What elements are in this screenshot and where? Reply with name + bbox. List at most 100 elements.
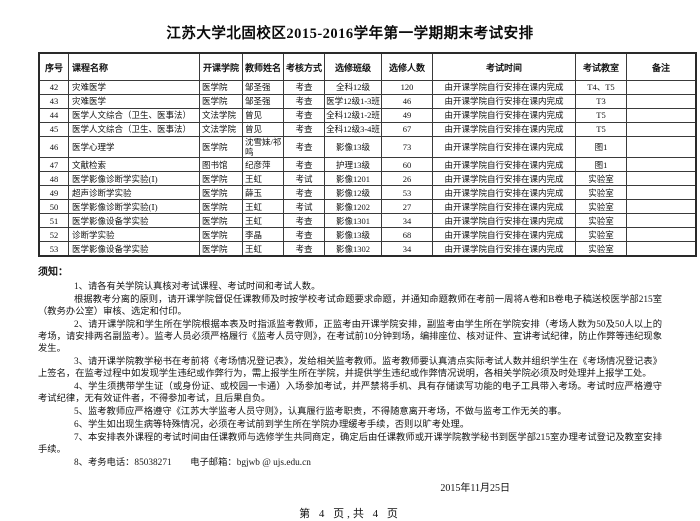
table-cell [626,199,697,215]
table-row: 47 文献检索 图书馆 纪彦萍 考查 护理13级 60 由开课学院自行安排在课内完成 图1 [38,157,697,173]
table-cell: 67 [381,122,433,137]
table-cell: 灾难医学 [68,80,200,95]
table-cell: 45 [38,122,69,137]
table-row: 49 超声诊断学实验 医学院 薛玉 考查 影像12级 53 由开课学院自行安排在课内完成 实验室 [38,185,697,201]
table-cell: 由开课学院自行安排在课内完成 [432,94,576,109]
table-cell: 邹圣强 [242,94,284,109]
table-cell: 考查 [283,135,325,159]
table-cell: 考查 [283,227,325,243]
table-cell: 考查 [283,157,325,173]
note-item: 7、本安排表外课程的考试时间由任课教师与选修学生共同商定，确定后由任课教师或开课… [38,433,662,456]
table-cell: 考查 [283,108,325,123]
column-header: 考试时间 [432,52,576,81]
table-cell: 实验室 [575,199,627,215]
table-cell: 由开课学院自行安排在课内完成 [432,241,576,257]
table-cell: 医学人文综合（卫生、医事法） [68,108,200,123]
table-cell: 53 [381,185,433,201]
table-cell: 51 [38,213,69,229]
table-cell: 王虹 [242,213,284,229]
table-cell: 医学影像设备学实验 [68,213,200,229]
table-cell: 由开课学院自行安排在课内完成 [432,199,576,215]
table-cell [626,94,697,109]
table-cell: 44 [38,108,69,123]
table-cell: 实验室 [575,227,627,243]
table-cell [626,108,697,123]
note-item: 4、学生须携带学生证（或身份证、或校园一卡通）入场参加考试，并严禁将手机、具有存… [38,382,662,405]
table-cell: 王虹 [242,171,284,187]
table-cell: 考查 [283,185,325,201]
table-cell: 49 [381,108,433,123]
note-item: 根据教考分离的原则，请开课学院督促任课教师及时按学校考试命题要求命题，并通知命题… [38,295,662,318]
table-cell: 考查 [283,122,325,137]
table-cell [626,213,697,229]
table-cell: 医学院 [199,241,243,257]
page-number: 第 4 页,共 4 页 [299,508,401,521]
table-cell: 灾难医学 [68,94,200,109]
notes-list: 1、请各有关学院认真核对考试课程、考试时间和考试人数。 根据教考分离的原则，请开课… [38,281,662,469]
table-cell: 医学影像诊断学实验(Ⅰ) [68,171,200,187]
table-row: 46 医学心理学 医学院 沈雪妹/祁鸣 考查 影像13级 73 由开课学院自行安排在课内完成图… [38,135,697,159]
table-cell: 医学院 [199,185,243,201]
table-cell: 医学院 [199,135,243,159]
table-cell: 医学院 [199,80,243,95]
table-cell: 52 [38,227,69,243]
table-cell: 由开课学院自行安排在课内完成 [432,213,576,229]
note-item: 8、考务电话：85038271 电子邮箱：bgjwb @ ujs.edu.cn [74,458,311,469]
table-cell: 影像12级 [324,185,382,201]
table-cell: 全科12级 [324,80,382,95]
table-cell: 护理13级 [324,157,382,173]
table-cell: 超声诊断学实验 [68,185,200,201]
note-item: 5、监考教师应严格遵守《江苏大学监考人员守则》，认真履行监考职责，不得随意离开考… [74,407,567,418]
table-cell: 医学院 [199,199,243,215]
date-line: 2015年11月25日 [440,483,510,495]
table-cell: 考查 [283,94,325,109]
table-cell [626,157,697,173]
table-cell [626,122,697,137]
table-cell: 曾见 [242,108,284,123]
table-cell: 53 [38,241,69,257]
table-cell [626,227,697,243]
table-cell [626,241,697,257]
document-title: 江苏大学北固校区2015-2016学年第一学期期末考试安排 [166,26,534,42]
table-cell: 由开课学院自行安排在课内完成 [432,185,576,201]
table-cell: 34 [381,241,433,257]
table-cell: 纪彦萍 [242,157,284,173]
table-cell: 考查 [283,213,325,229]
table-cell: 由开课学院自行安排在课内完成 [432,122,576,137]
table-cell: 68 [381,227,433,243]
table-cell: 由开课学院自行安排在课内完成 [432,171,576,187]
table-cell: 实验室 [575,241,627,257]
column-header: 序号 [38,52,69,81]
table-cell: 由开课学院自行安排在课内完成 [432,227,576,243]
table-cell: 46 [38,135,69,159]
table-row: 48 医学影像诊断学实验(Ⅰ) 医学院 王虹 考试 影像1201 26 由开课学院自行安排在课… [38,171,697,187]
table-cell: 43 [38,94,69,109]
table-cell: 医学院 [199,213,243,229]
table-cell: 实验室 [575,213,627,229]
table-cell: 沈雪妹/祁鸣 [242,135,284,159]
table-row: 53 医学影像设备学实验 医学院 王虹 考查 影像1302 34 由开课学院自行安排在课内完成… [38,241,697,257]
column-header: 课程名称 [68,52,200,81]
note-item: 2、请开课学院和学生所在学院根据本表及时指派监考教师，正监考由开课学院安排，副监… [38,320,662,355]
table-cell: 120 [381,80,433,95]
table-cell: 图书馆 [199,157,243,173]
table-cell: 46 [381,94,433,109]
table-cell: 由开课学院自行安排在课内完成 [432,80,576,95]
header-row: 序号 课程名称 开课学院 教师姓名 考核方式 选修班级 选修人数 考试时间 考试教室 备注 [38,52,697,81]
notes-heading: 须知： [38,267,68,279]
table-cell: 影像1202 [324,199,382,215]
table-cell: 由开课学院自行安排在课内完成 [432,135,576,159]
table-cell: 王虹 [242,199,284,215]
document-page: 江苏大学北固校区2015-2016学年第一学期期末考试安排 序号 课程名称 开课学院… [38,26,697,520]
table-cell: T4、T5 [575,80,627,95]
table-cell: 影像1301 [324,213,382,229]
table-cell: 60 [381,157,433,173]
table-cell: 47 [38,157,69,173]
table-cell: 医学影像设备学实验 [68,241,200,257]
table-cell: 薛玉 [242,185,284,201]
table-cell: T5 [575,108,627,123]
table-cell: 医学12级1-3班 [324,94,382,109]
exam-schedule-table: 序号 课程名称 开课学院 教师姓名 考核方式 选修班级 选修人数 考试时间 考试教室 备注 42 灾… [38,52,697,258]
table-cell [626,171,697,187]
table-cell [626,185,697,201]
